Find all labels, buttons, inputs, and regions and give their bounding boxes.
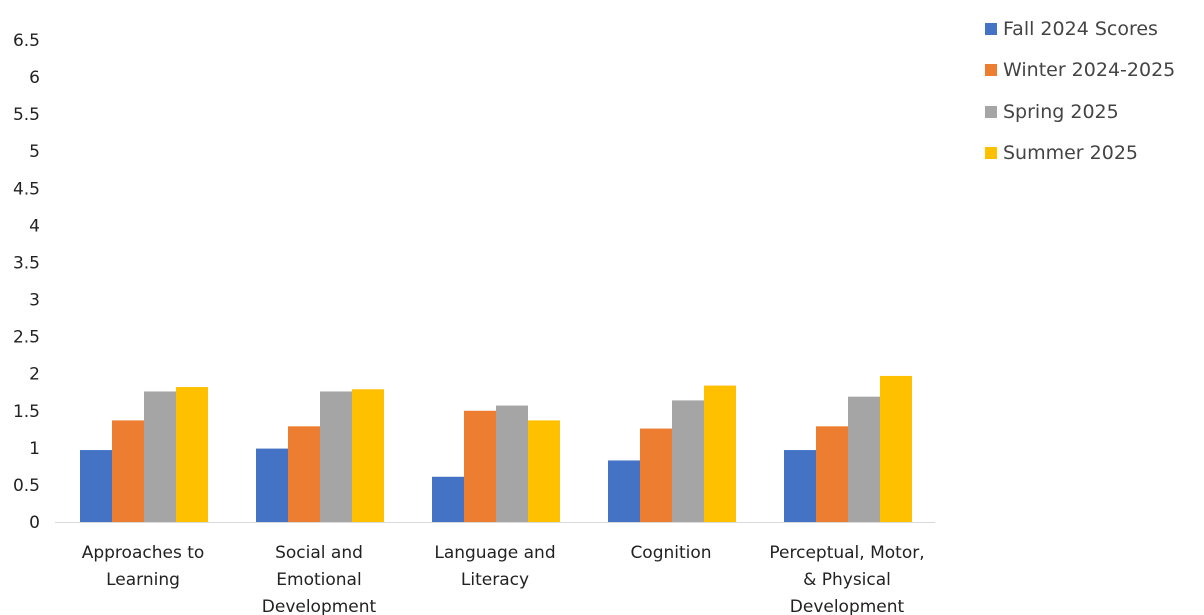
y-tick-label: 4 [29, 216, 40, 236]
bar-fall-2024-scores-1 [256, 448, 288, 522]
legend-label-fall: Fall 2024 Scores [1003, 17, 1158, 40]
bar-winter-2024-2025-0 [112, 420, 144, 522]
legend-swatch-fall [985, 22, 997, 35]
bar-fall-2024-scores-2 [432, 476, 464, 522]
y-tick-label: 1.5 [13, 402, 40, 422]
bar-winter-2024-2025-1 [288, 426, 320, 522]
legend-label-spring: Spring 2025 [1003, 100, 1119, 123]
y-tick-label: 5 [29, 142, 40, 162]
legend-item-summer: Summer 2025 [985, 133, 1175, 175]
y-tick-label: 6.5 [13, 31, 40, 51]
y-tick-label: 3.5 [13, 253, 40, 273]
bar-fall-2024-scores-0 [80, 450, 112, 522]
category-label: Perceptual, Motor, [769, 543, 924, 563]
category-label: Approaches to [82, 543, 205, 563]
legend-label-summer: Summer 2025 [1003, 142, 1139, 165]
y-tick-label: 6 [29, 68, 40, 88]
bar-winter-2024-2025-2 [464, 410, 496, 522]
y-tick-label: 0 [29, 513, 40, 533]
category-label: Learning [106, 570, 180, 590]
bar-spring-2025-2 [496, 405, 528, 522]
bar-summer-2025-3 [704, 385, 736, 522]
bar-fall-2024-scores-4 [784, 450, 816, 522]
bar-spring-2025-3 [672, 400, 704, 522]
bar-spring-2025-4 [848, 396, 880, 522]
category-label: Development [790, 597, 905, 615]
y-tick-label: 5.5 [13, 105, 40, 125]
legend-swatch-summer [985, 147, 997, 160]
bar-winter-2024-2025-3 [640, 428, 672, 522]
category-label: Cognition [630, 543, 711, 563]
category-label: Social and [275, 543, 363, 563]
bar-spring-2025-1 [320, 391, 352, 522]
category-label: Literacy [461, 570, 529, 590]
y-tick-label: 3 [29, 291, 40, 311]
legend-item-fall: Fall 2024 Scores [985, 8, 1175, 50]
category-label: Development [262, 597, 377, 615]
bar-fall-2024-scores-3 [608, 460, 640, 522]
y-tick-label: 1 [29, 439, 40, 459]
legend-item-spring: Spring 2025 [985, 91, 1175, 133]
bar-summer-2025-4 [880, 375, 912, 522]
y-tick-label: 4.5 [13, 179, 40, 199]
bar-spring-2025-0 [144, 391, 176, 522]
category-label: Language and [434, 543, 555, 563]
legend-label-winter: Winter 2024-2025 [1003, 59, 1176, 82]
legend-swatch-spring [985, 105, 997, 118]
y-tick-label: 0.5 [13, 476, 40, 496]
y-tick-label: 2 [29, 365, 40, 385]
category-label: & Physical [803, 570, 891, 590]
bar-summer-2025-2 [528, 420, 560, 522]
legend: Fall 2024 Scores Winter 2024-2025 Spring… [985, 8, 1175, 174]
category-label: Emotional [276, 570, 361, 590]
y-tick-label: 2.5 [13, 328, 40, 348]
bar-winter-2024-2025-4 [816, 426, 848, 522]
legend-item-winter: Winter 2024-2025 [985, 50, 1175, 92]
bar-summer-2025-0 [176, 387, 208, 522]
bar-summer-2025-1 [352, 389, 384, 522]
legend-swatch-winter [985, 64, 997, 77]
